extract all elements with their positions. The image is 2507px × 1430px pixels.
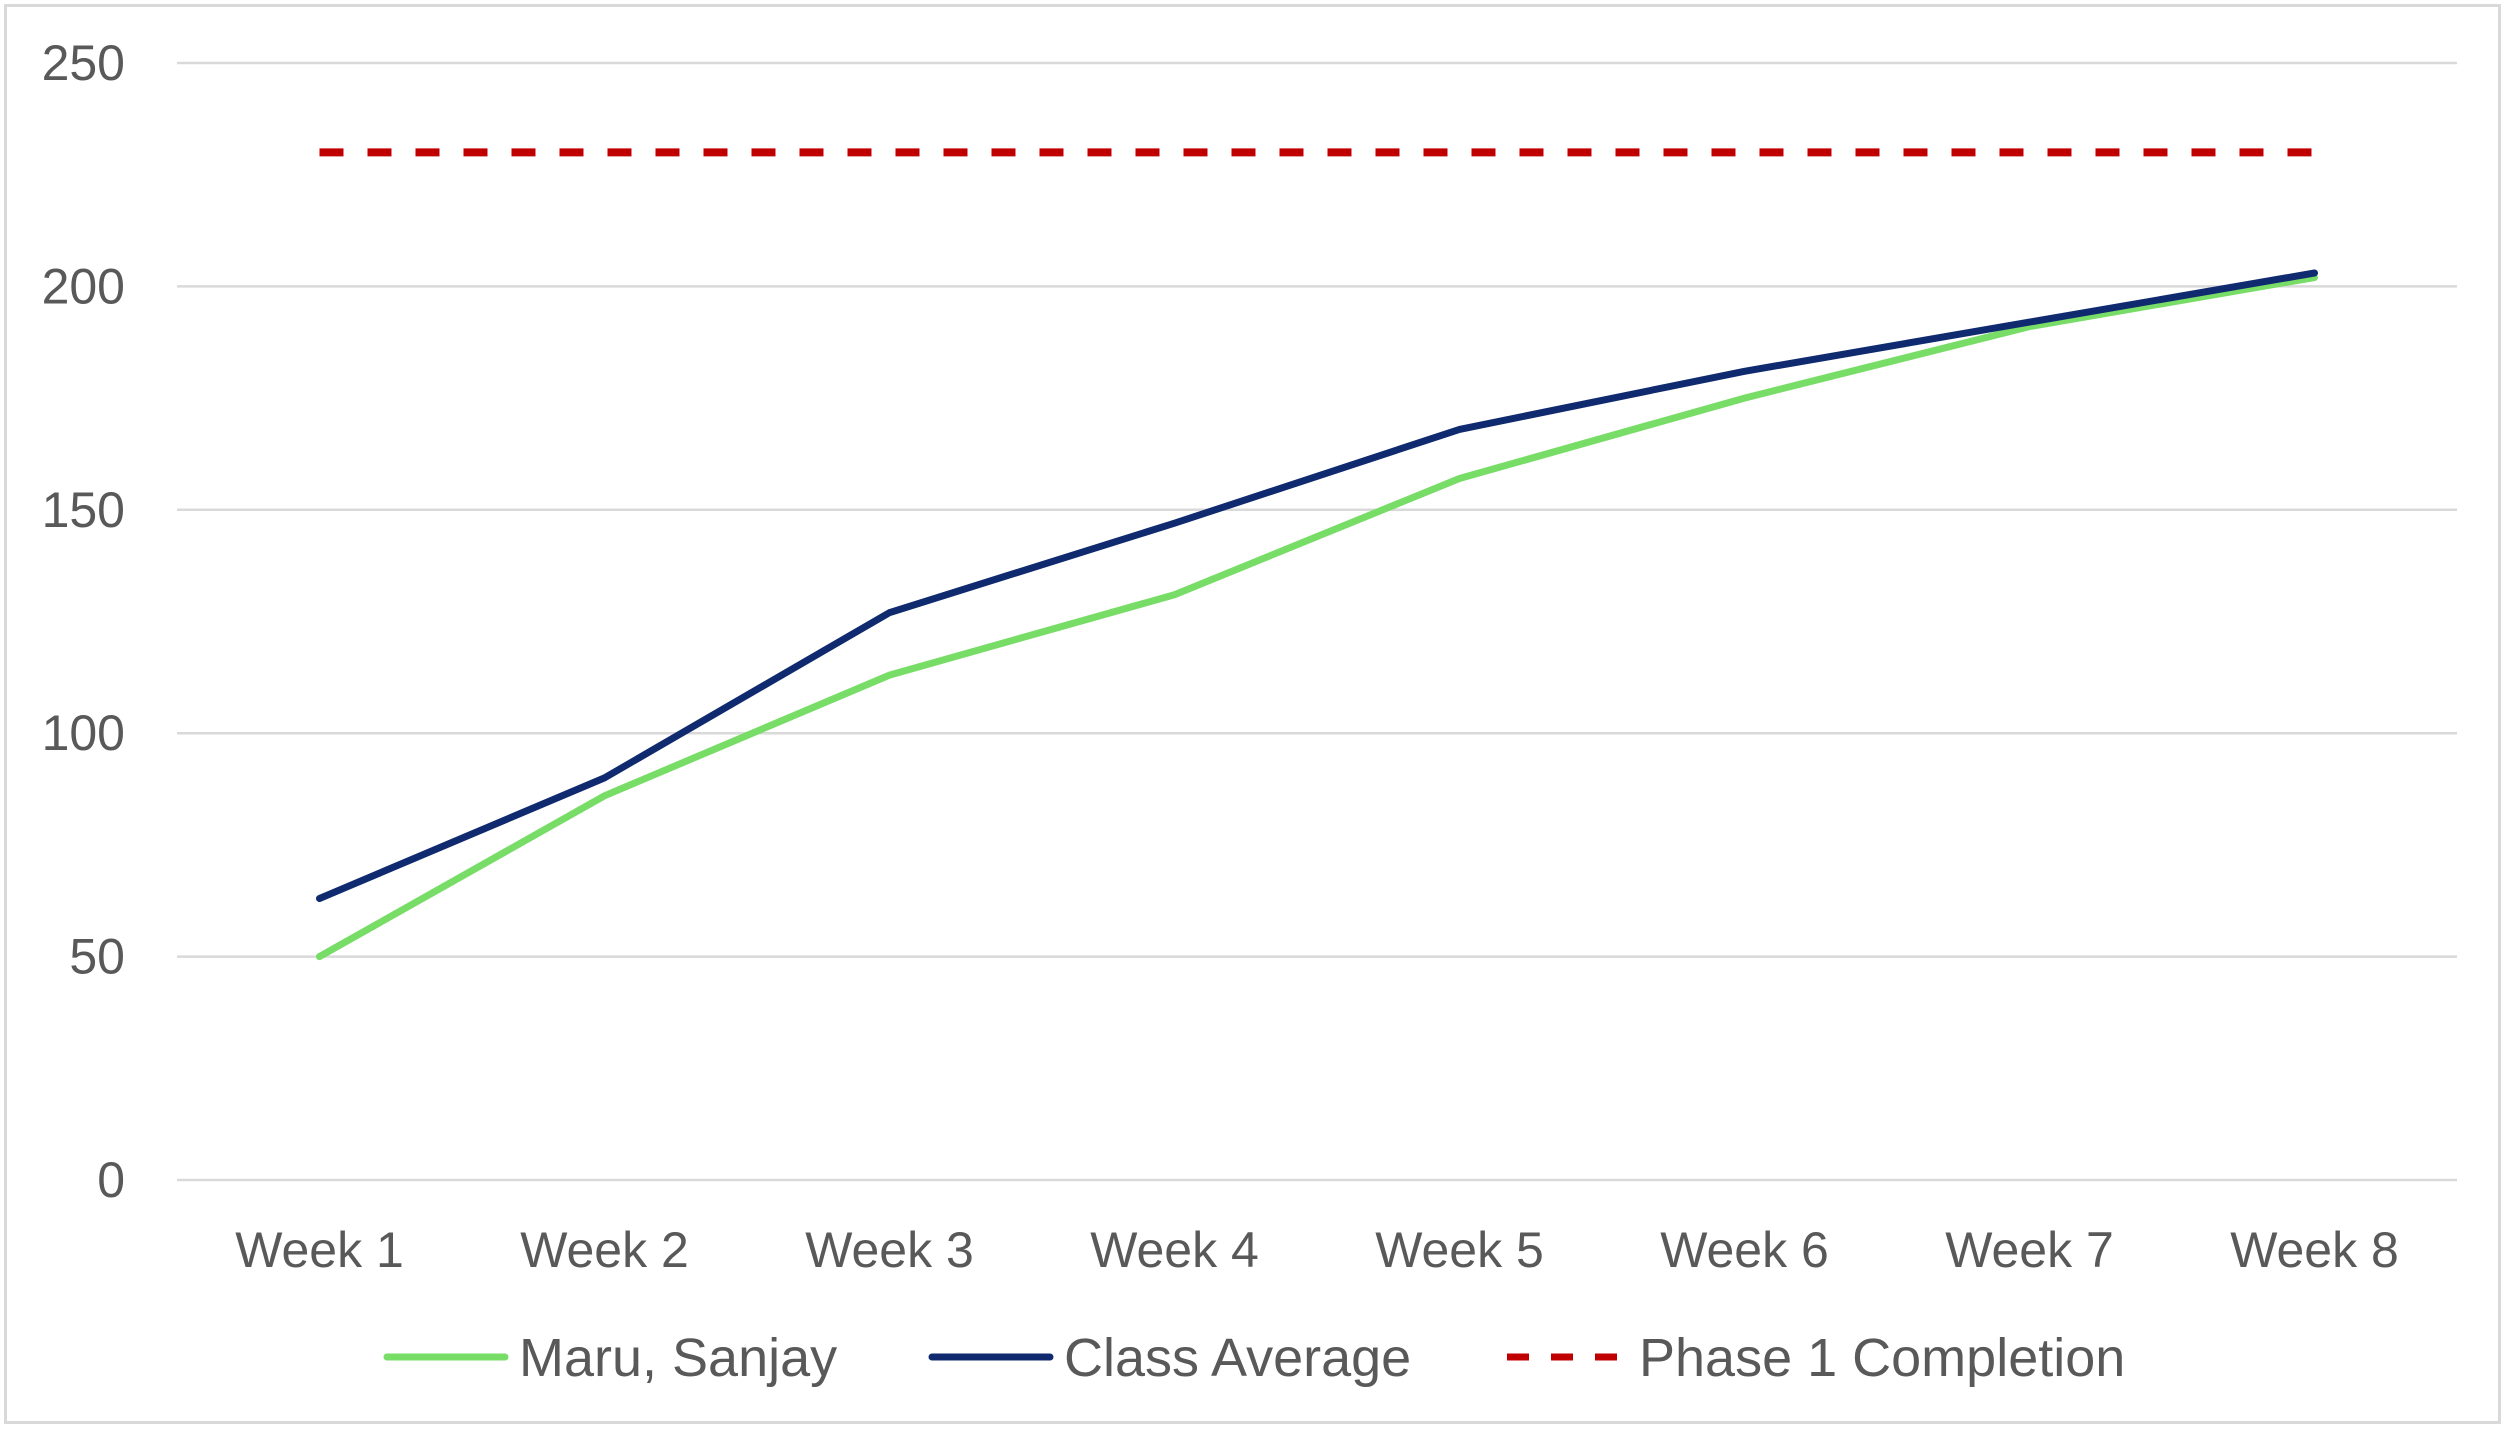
chart-container: 0 50 100 150 200 250 Week 1 Week 2 Week 3 Week 4… (4, 4, 2501, 1424)
x-tick-label: Week 2 (520, 1222, 689, 1278)
line-chart: 0 50 100 150 200 250 Week 1 Week 2 Week 3 Week 4… (42, 35, 2457, 1388)
y-tick-label: 250 (42, 35, 125, 91)
x-tick-label: Week 8 (2230, 1222, 2399, 1278)
y-tick-label: 0 (97, 1152, 125, 1208)
x-tick-label: Week 6 (1660, 1222, 1829, 1278)
series-lines (316, 148, 2318, 961)
x-tick-label: Week 3 (805, 1222, 974, 1278)
x-tick-label: Week 4 (1090, 1222, 1259, 1278)
series-line-0 (316, 274, 2318, 961)
y-tick-label: 50 (69, 929, 125, 985)
legend: Maru, Sanjay Class Average Phase 1 Complet… (383, 1328, 2125, 1388)
x-tick-label: Week 5 (1375, 1222, 1544, 1278)
gridlines (177, 61, 2457, 1182)
legend-label-2: Phase 1 Completion (1639, 1328, 2125, 1388)
y-tick-label: 200 (42, 258, 125, 314)
series-line-1 (316, 269, 2318, 902)
y-axis-tick-labels: 0 50 100 150 200 250 (42, 35, 125, 1208)
x-tick-label: Week 7 (1945, 1222, 2114, 1278)
legend-label-0: Maru, Sanjay (519, 1328, 837, 1388)
y-tick-label: 100 (42, 705, 125, 761)
legend-label-1: Class Average (1064, 1328, 1411, 1388)
x-tick-label: Week 1 (235, 1222, 404, 1278)
x-axis-tick-labels: Week 1 Week 2 Week 3 Week 4 Week 5 Week 6 Week… (235, 1222, 2399, 1278)
y-tick-label: 150 (42, 482, 125, 538)
